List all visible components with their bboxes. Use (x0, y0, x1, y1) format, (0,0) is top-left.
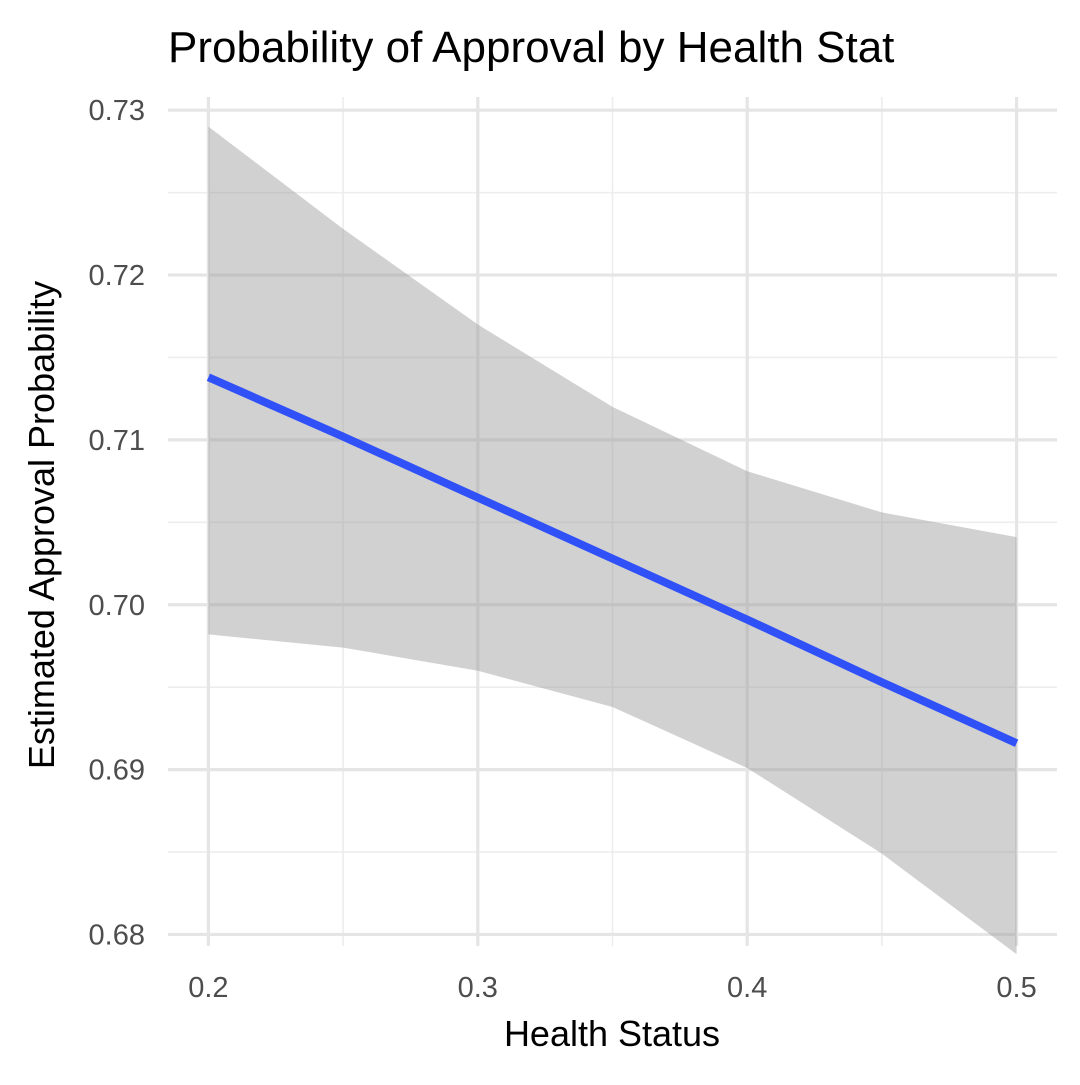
x-tick-label: 0.5 (996, 972, 1036, 1004)
y-tick-label: 0.71 (89, 425, 145, 457)
y-tick-label: 0.68 (89, 919, 145, 951)
y-tick-label: 0.69 (89, 755, 145, 787)
tick-layer: 0.2 0.3 0.4 0.5 0.68 0.69 0.70 0.71 0.72 0.73 (89, 95, 1037, 1004)
x-tick-label: 0.3 (458, 972, 498, 1004)
x-tick-label: 0.2 (188, 972, 228, 1004)
x-axis-title: Health Status (504, 1013, 720, 1054)
y-tick-label: 0.72 (89, 260, 145, 292)
y-axis-title: Estimated Approval Probability (21, 281, 62, 769)
y-tick-label: 0.70 (89, 590, 145, 622)
confidence-band (208, 126, 1017, 955)
x-tick-label: 0.4 (727, 972, 767, 1004)
data-layer (206, 126, 1019, 955)
y-tick-label: 0.73 (89, 95, 145, 127)
grid-layer (168, 97, 1057, 946)
chart-title: Probability of Approval by Health Stat (168, 23, 894, 72)
trend-line (206, 373, 1019, 747)
